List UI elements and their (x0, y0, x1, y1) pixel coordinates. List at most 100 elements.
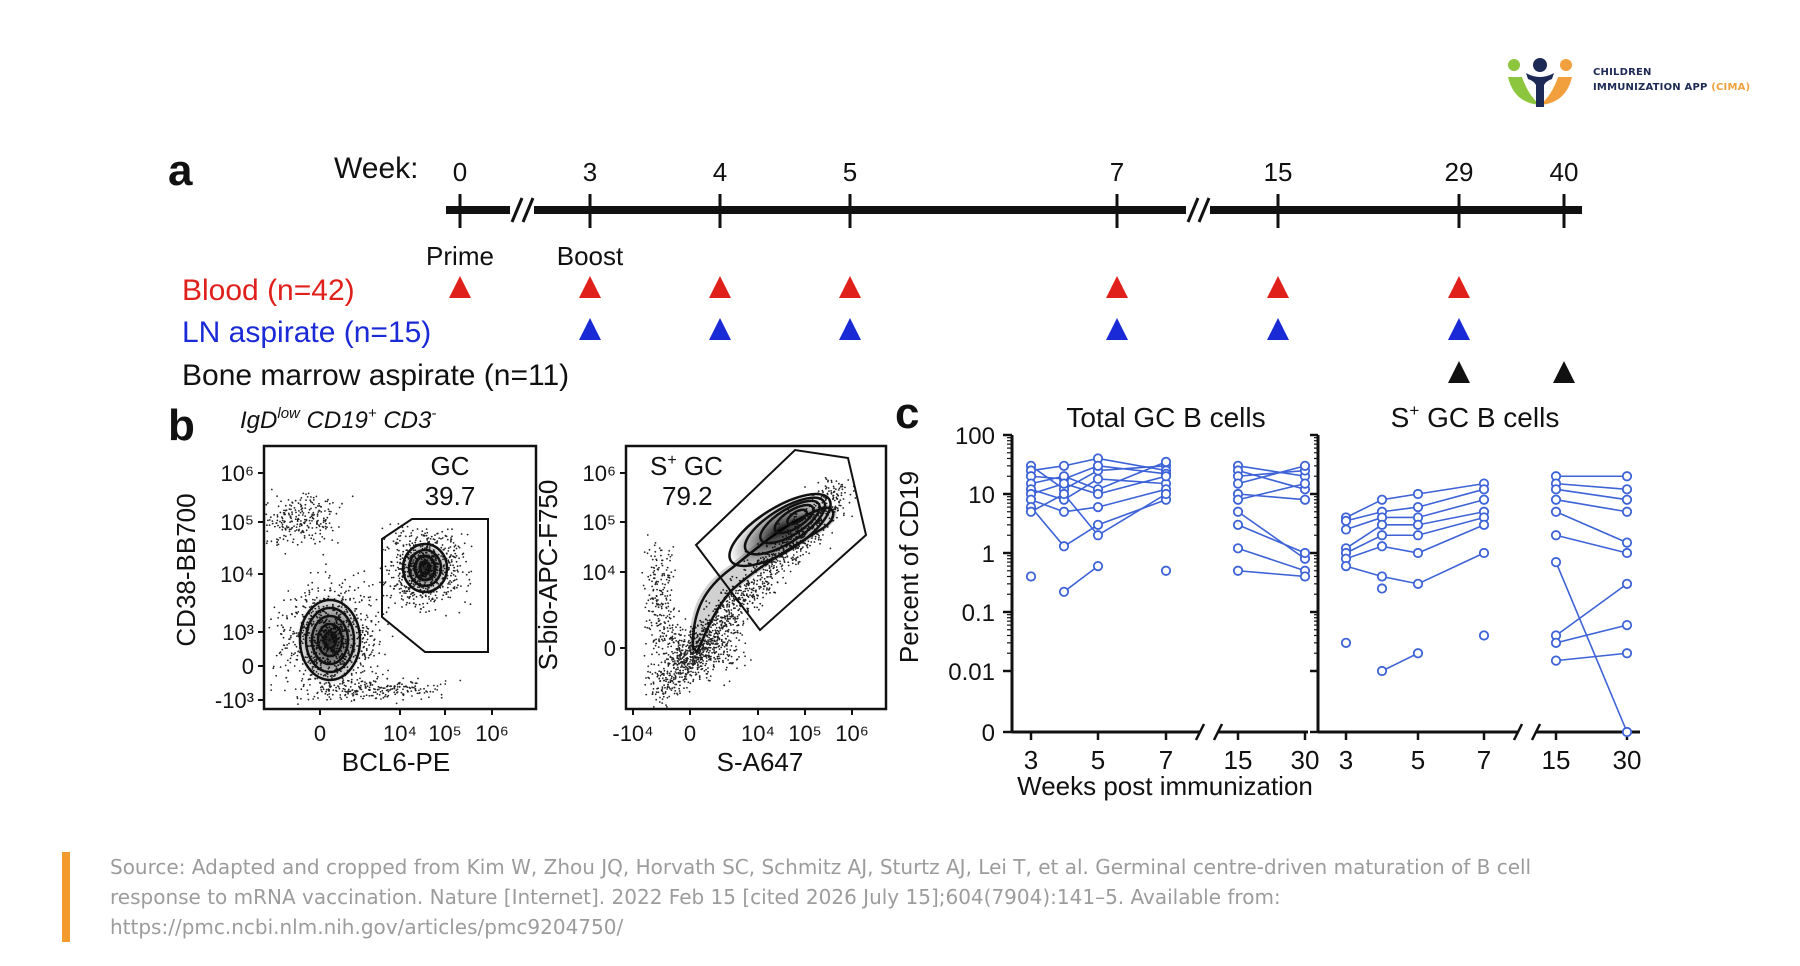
flow-event (666, 688, 669, 690)
flow-event (372, 691, 375, 694)
flow-event (653, 567, 656, 569)
flow-event (839, 499, 842, 502)
flow-event (364, 618, 367, 621)
flow-event (372, 649, 374, 651)
flow-event (726, 603, 729, 605)
flow-event (314, 542, 316, 545)
flow-event (368, 599, 371, 602)
flow-event (419, 540, 422, 543)
flow-event (782, 576, 784, 579)
total-gc-data-point (1299, 547, 1311, 559)
panel-c-ylabel: Percent of CD19 (894, 471, 924, 663)
flow-event (645, 620, 648, 622)
flow-event (759, 602, 762, 605)
flow-event (654, 614, 657, 616)
flow-event (389, 585, 392, 588)
flow-event (761, 576, 763, 579)
flow-event (421, 530, 424, 532)
flow-event (410, 593, 412, 596)
flow-event (662, 614, 665, 617)
flow-event (265, 503, 268, 506)
flow-event (310, 507, 312, 510)
flow-event (344, 690, 346, 693)
flow-event (842, 507, 845, 509)
flow-event (738, 608, 741, 610)
flow-event (338, 506, 341, 509)
flow-event (849, 493, 852, 496)
flow-event (720, 646, 723, 649)
flow-event (795, 551, 798, 553)
flow-event (700, 621, 703, 623)
flow-event (737, 624, 740, 626)
flow-event (279, 520, 281, 523)
sample-row-label: Blood (n=42) (182, 274, 355, 307)
flow-event (449, 555, 451, 558)
flow-event (832, 485, 835, 488)
flow-event (723, 625, 726, 627)
flow-event (380, 698, 382, 700)
flow-event (298, 514, 300, 517)
y-tick-label: 10⁵ (220, 510, 254, 535)
flow-event (782, 556, 785, 559)
flow-event (453, 566, 455, 569)
flow-event (669, 627, 672, 630)
flow-event (305, 599, 308, 602)
week-label: Week: (334, 152, 418, 185)
flow-event (701, 633, 704, 636)
flow-event (658, 677, 661, 680)
flow-event (311, 588, 314, 591)
flow-event (266, 540, 269, 542)
flow-event (658, 547, 661, 549)
flow-event (327, 498, 329, 501)
flow-event (296, 654, 299, 657)
flow-event (710, 626, 712, 629)
flow-event (396, 553, 399, 556)
flow-event (328, 693, 331, 695)
week-tick-label: 7 (1110, 157, 1124, 187)
flow-event (290, 652, 293, 655)
flow-event (423, 687, 425, 690)
flow-event (844, 491, 846, 494)
flow-event (751, 588, 753, 590)
flow-event (282, 538, 285, 541)
flow-event (329, 589, 331, 592)
total-gc-data-point (1232, 565, 1244, 576)
flow-event (408, 597, 411, 600)
flow-event (325, 522, 327, 525)
flow-event (783, 560, 786, 562)
flow-event (292, 641, 295, 643)
sgc-data-point (1550, 494, 1562, 505)
flow-event (414, 539, 417, 542)
flow-event (738, 656, 740, 658)
flow-event (722, 589, 725, 591)
flow-event (407, 690, 409, 693)
flow-event (798, 560, 801, 563)
flow-event (666, 696, 669, 699)
sgc-data-point (1621, 726, 1633, 738)
flow-event (395, 532, 397, 535)
sgc-series-line (1555, 534, 1628, 554)
flow-event (663, 667, 665, 670)
flow-event (703, 626, 706, 629)
flow-event (651, 580, 653, 583)
flow-event (372, 644, 375, 647)
flow-event (694, 637, 696, 640)
flow-event (426, 602, 429, 605)
panel-c-x-tick-label: 7 (1159, 745, 1173, 775)
flow-event (665, 599, 668, 601)
flow-event (718, 660, 720, 663)
x-tick-label: 10⁶ (835, 721, 869, 746)
total-gc-data-point (1092, 460, 1104, 471)
week-tick-label: 0 (453, 157, 467, 187)
flow-event (652, 706, 655, 708)
flow-event (735, 589, 737, 592)
gating-sup-3: - (431, 405, 436, 422)
flow-event (286, 539, 289, 542)
flow-event (387, 606, 390, 609)
flow-event (753, 599, 756, 601)
flow-event (649, 598, 652, 600)
flow-event (449, 539, 452, 541)
prime-label: Prime (426, 241, 494, 271)
flow-event (661, 638, 663, 641)
flow-event (707, 639, 709, 641)
